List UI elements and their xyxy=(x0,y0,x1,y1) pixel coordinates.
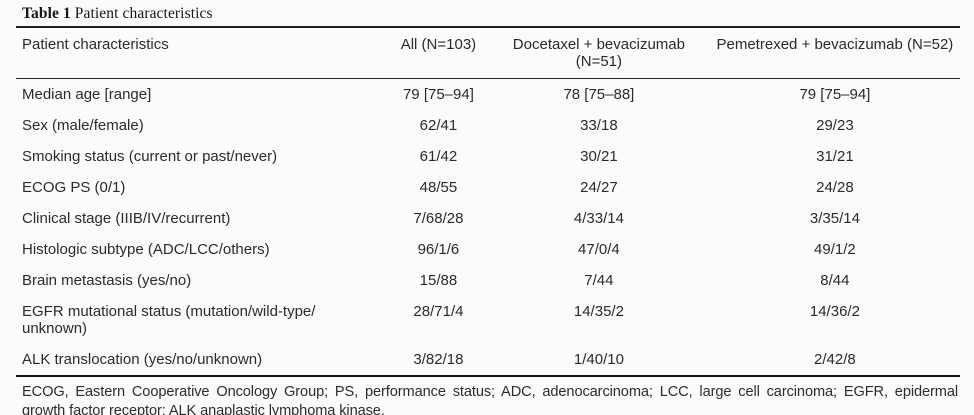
value-all: 48/55 xyxy=(419,179,458,196)
row-label: Smoking status (current or past/never) xyxy=(22,148,278,165)
value-all: 62/41 xyxy=(419,117,458,134)
row-label: EGFR mutational status (mutation/wild-ty… xyxy=(22,303,316,337)
table-footnote: ECOG, Eastern Cooperative Oncology Group… xyxy=(22,384,958,415)
value-pemetrexed: 8/44 xyxy=(820,272,850,289)
value-pemetrexed: 29/23 xyxy=(816,117,854,134)
table-row: Smoking status (current or past/never) 6… xyxy=(16,141,960,172)
table-title: Table 1 Patient characteristics xyxy=(16,0,960,28)
table-row: Sex (male/female) 62/41 33/18 29/23 xyxy=(16,110,960,141)
row-label: ECOG PS (0/1) xyxy=(22,179,126,196)
column-header-all: All (N=103) xyxy=(388,28,488,79)
table-row: Median age [range] 79 [75–94] 78 [75–88]… xyxy=(16,79,960,111)
table-number-label: Table 1 xyxy=(22,5,71,22)
header-row: Patient characteristics All (N=103) Doce… xyxy=(16,28,960,79)
value-all: 79 [75–94] xyxy=(402,86,474,103)
value-docetaxel: 78 [75–88] xyxy=(563,86,635,103)
row-label: Sex (male/female) xyxy=(22,117,144,134)
table-row: ALK translocation (yes/no/unknown) 3/82/… xyxy=(16,344,960,377)
value-pemetrexed: 24/28 xyxy=(816,179,854,196)
value-docetaxel: 47/0/4 xyxy=(578,241,620,258)
value-pemetrexed: 2/42/8 xyxy=(709,344,960,377)
column-header-pemetrexed: Pemetrexed + bevacizumab (N=52) xyxy=(709,28,960,79)
value-pemetrexed: 49/1/2 xyxy=(814,241,856,258)
value-docetaxel: 1/40/10 xyxy=(487,344,710,377)
row-label: Median age [range] xyxy=(22,86,152,103)
row-label: ALK translocation (yes/no/unknown) xyxy=(16,344,389,377)
row-label: Histologic subtype (ADC/LCC/others) xyxy=(22,241,270,258)
value-docetaxel: 33/18 xyxy=(580,117,618,134)
value-docetaxel: 14/35/2 xyxy=(573,303,624,320)
table-row: Clinical stage (IIIB/IV/recurrent) 7/68/… xyxy=(16,203,960,234)
value-pemetrexed: 31/21 xyxy=(816,148,854,165)
row-label: Brain metastasis (yes/no) xyxy=(22,272,192,289)
column-header-docetaxel: Docetaxel + bevacizumab (N=51) xyxy=(487,28,710,79)
table-row: EGFR mutational status (mutation/wild-ty… xyxy=(16,296,960,344)
table-row: Brain metastasis (yes/no) 15/88 7/44 8/4… xyxy=(16,265,960,296)
row-label: Clinical stage (IIIB/IV/recurrent) xyxy=(22,210,231,227)
value-docetaxel: 7/44 xyxy=(584,272,614,289)
value-docetaxel: 4/33/14 xyxy=(573,210,624,227)
value-pemetrexed: 14/36/2 xyxy=(809,303,860,320)
value-all: 15/88 xyxy=(419,272,458,289)
value-all: 7/68/28 xyxy=(413,210,464,227)
table-caption: Patient characteristics xyxy=(74,5,213,22)
value-pemetrexed: 79 [75–94] xyxy=(799,86,871,103)
value-docetaxel: 24/27 xyxy=(580,179,618,196)
value-all: 96/1/6 xyxy=(417,241,460,258)
patient-characteristics-table: Patient characteristics All (N=103) Doce… xyxy=(16,28,960,377)
value-all: 3/82/18 xyxy=(388,344,488,377)
value-docetaxel: 30/21 xyxy=(580,148,618,165)
table-row: Histologic subtype (ADC/LCC/others) 96/1… xyxy=(16,234,960,265)
column-header-characteristics: Patient characteristics xyxy=(16,28,389,79)
value-all: 61/42 xyxy=(419,148,458,165)
table-row: ECOG PS (0/1) 48/55 24/27 24/28 xyxy=(16,172,960,203)
value-all: 28/71/4 xyxy=(413,303,464,320)
value-pemetrexed: 3/35/14 xyxy=(809,210,860,227)
